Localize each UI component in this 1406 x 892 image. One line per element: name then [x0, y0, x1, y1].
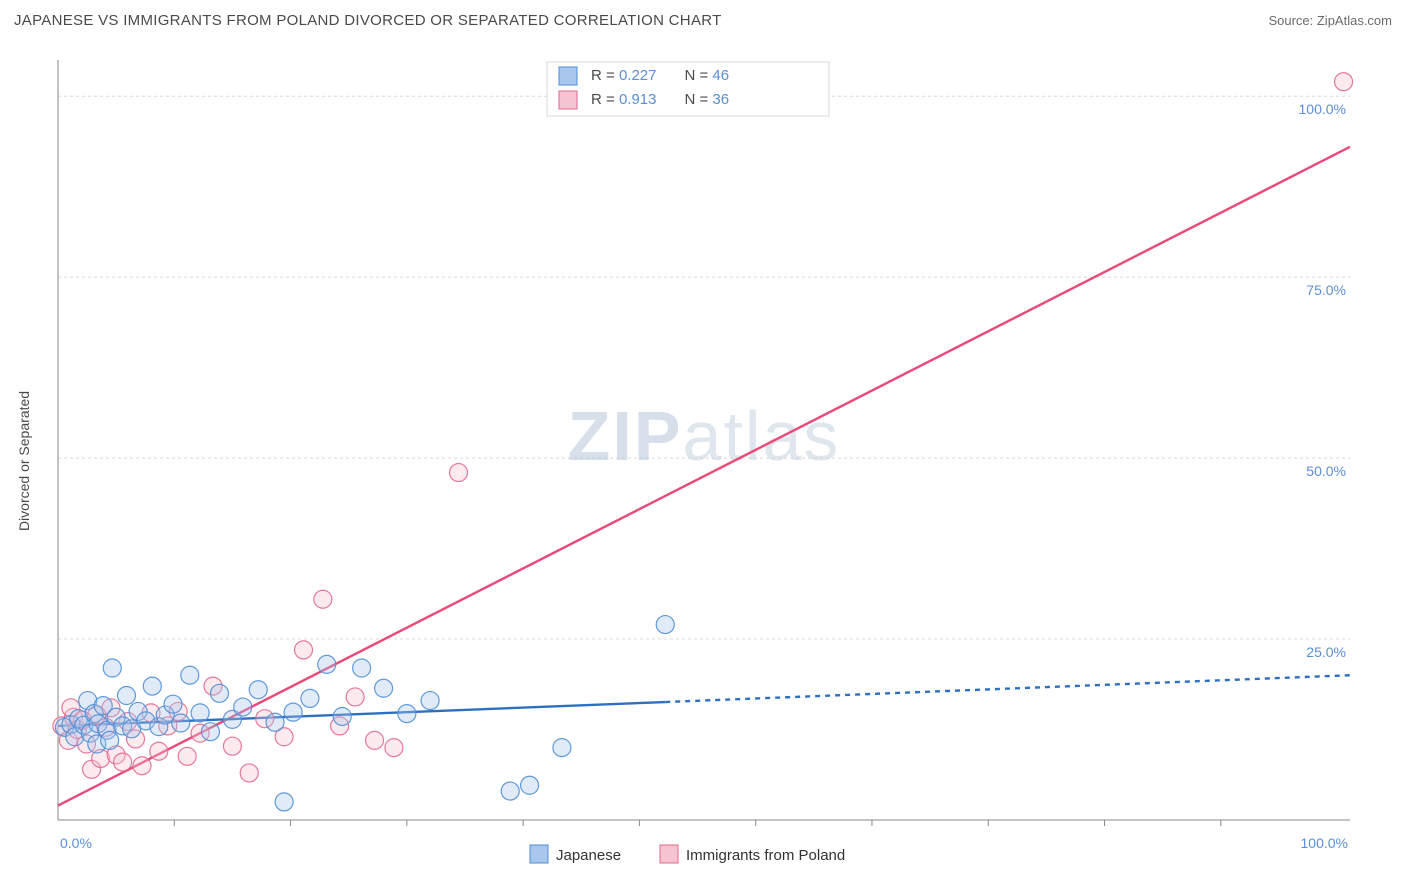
data-point: [117, 687, 135, 705]
data-point: [353, 659, 371, 677]
data-point: [266, 713, 284, 731]
data-point: [314, 590, 332, 608]
data-point: [656, 616, 674, 634]
data-point: [553, 739, 571, 757]
data-point: [398, 705, 416, 723]
y-axis-label: Divorced or Separated: [16, 391, 32, 531]
source-prefix: Source:: [1268, 13, 1316, 28]
data-point: [385, 739, 403, 757]
data-point: [103, 659, 121, 677]
data-point: [450, 464, 468, 482]
data-point: [240, 764, 258, 782]
grid: [58, 96, 1350, 639]
chart-container: Divorced or Separated ZIPatlas 0.0% 100.0%…: [10, 40, 1396, 882]
data-point: [249, 681, 267, 699]
data-point: [191, 704, 209, 722]
data-point: [421, 692, 439, 710]
y-tick-label: 75.0%: [1306, 282, 1346, 298]
data-point: [366, 731, 384, 749]
data-point: [234, 698, 252, 716]
title-bar: JAPANESE VS IMMIGRANTS FROM POLAND DIVOR…: [0, 0, 1406, 40]
data-point: [375, 679, 393, 697]
watermark: ZIPatlas: [568, 397, 841, 475]
data-point: [521, 776, 539, 794]
data-point: [284, 703, 302, 721]
data-point: [164, 695, 182, 713]
data-point: [501, 782, 519, 800]
data-point: [211, 684, 229, 702]
source-name: ZipAtlas.com: [1317, 13, 1392, 28]
data-point: [301, 689, 319, 707]
data-point: [333, 707, 351, 725]
data-point: [178, 747, 196, 765]
x-tick-label: 0.0%: [60, 835, 92, 851]
data-point: [143, 677, 161, 695]
y-tick-label: 100.0%: [1299, 101, 1346, 117]
data-point: [181, 666, 199, 684]
data-point: [275, 793, 293, 811]
data-point: [150, 742, 168, 760]
legend-label: Japanese: [556, 847, 621, 864]
x-tick-label: 100.0%: [1301, 835, 1348, 851]
data-point: [346, 688, 364, 706]
data-point: [172, 714, 190, 732]
legend-stats: R = 0.227N = 46R = 0.913N = 36: [547, 62, 829, 116]
data-point: [133, 757, 151, 775]
data-point: [1335, 73, 1353, 91]
legend-label: Immigrants from Poland: [686, 847, 845, 864]
trend-line-japanese-extrapolated: [665, 675, 1350, 702]
data-point: [223, 737, 241, 755]
y-tick-label: 50.0%: [1306, 463, 1346, 479]
data-point: [318, 655, 336, 673]
x-ticks: [174, 820, 1221, 826]
y-tick-label: 25.0%: [1306, 644, 1346, 660]
correlation-scatter-chart: ZIPatlas 0.0% 100.0% 25.0% 50.0% 75.0% 100.0% R…: [10, 40, 1396, 882]
data-point: [114, 753, 132, 771]
legend-series: Japanese Immigrants from Poland: [530, 845, 845, 864]
data-point: [201, 723, 219, 741]
data-point: [101, 731, 119, 749]
source-attribution: Source: ZipAtlas.com: [1268, 13, 1392, 28]
chart-title: JAPANESE VS IMMIGRANTS FROM POLAND DIVOR…: [14, 12, 722, 29]
data-point: [294, 641, 312, 659]
